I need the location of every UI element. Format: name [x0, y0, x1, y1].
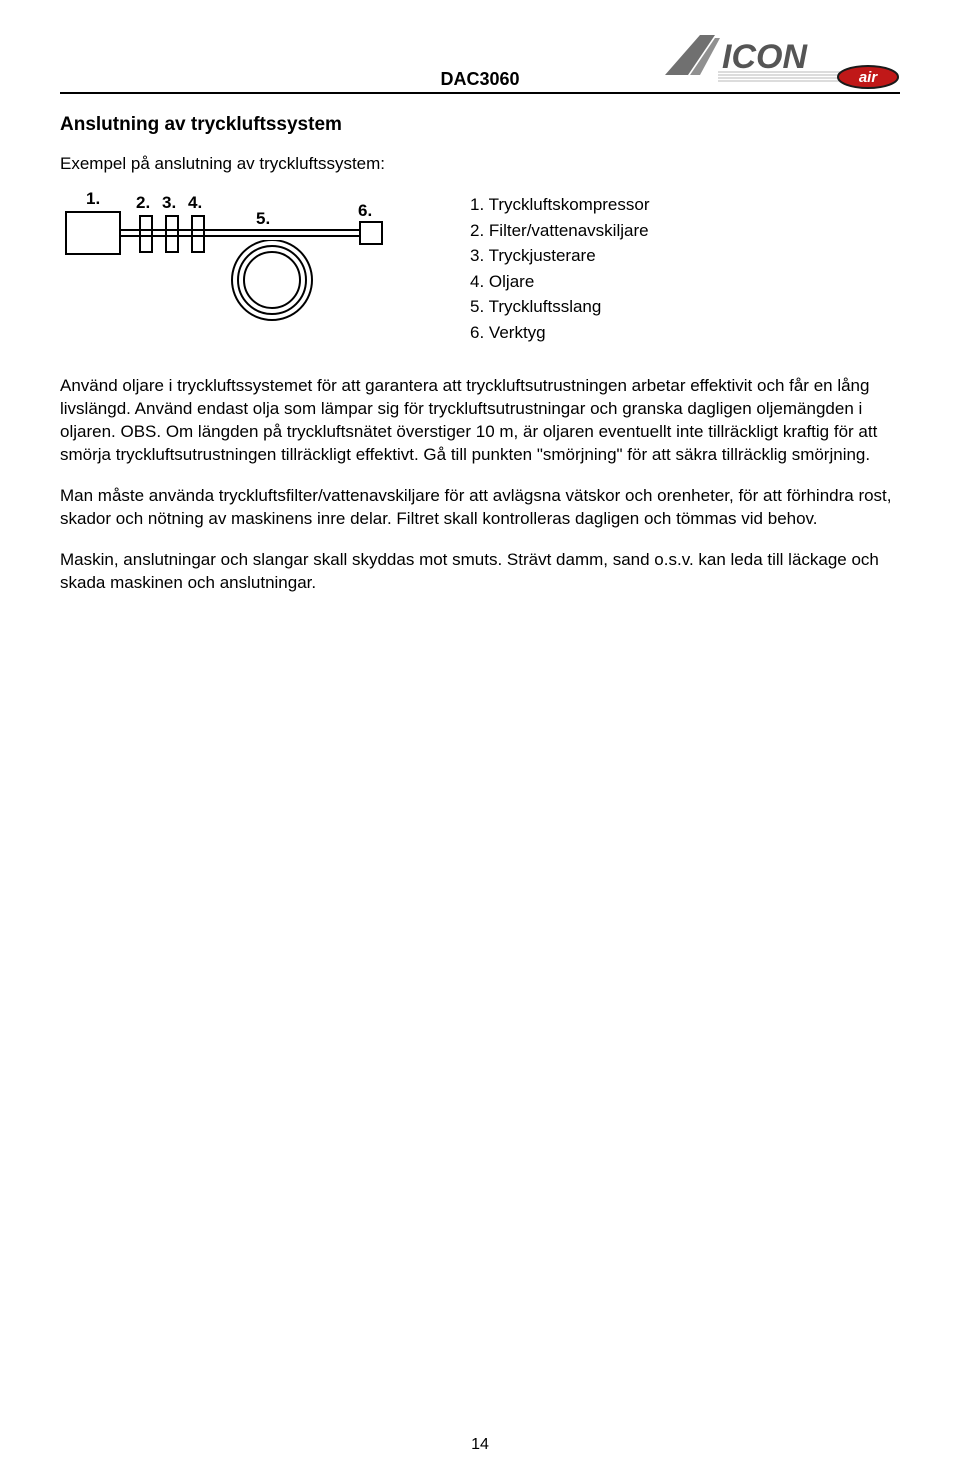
- legend-item: 1. Tryckluftskompressor: [470, 192, 650, 218]
- brand-text-icon: ICON: [722, 38, 808, 76]
- legend-text: Verktyg: [489, 323, 546, 342]
- legend-text: Tryckjusterare: [489, 246, 596, 265]
- diagram-label-6: 6.: [358, 201, 372, 220]
- legend-item: 6. Verktyg: [470, 320, 650, 346]
- legend-text: Tryckluftsslang: [489, 297, 602, 316]
- legend-list: 1. Tryckluftskompressor 2. Filter/vatten…: [470, 188, 650, 345]
- page-header: DAC3060 ICON air: [60, 30, 900, 94]
- legend-num: 3.: [470, 246, 484, 265]
- legend-num: 5.: [470, 297, 484, 316]
- legend-item: 5. Tryckluftsslang: [470, 294, 650, 320]
- legend-num: 2.: [470, 221, 484, 240]
- connection-diagram: 1. 2. 3. 4. 5. 6.: [60, 188, 390, 338]
- doc-code: DAC3060: [340, 69, 620, 90]
- legend-text: Oljare: [489, 272, 534, 291]
- diagram-label-4: 4.: [188, 193, 202, 212]
- diagram-label-2: 2.: [136, 193, 150, 212]
- diagram-row: 1. 2. 3. 4. 5. 6. 1. Tryckluftskompresso…: [60, 188, 900, 345]
- legend-item: 4. Oljare: [470, 269, 650, 295]
- brand-logo: ICON air: [660, 30, 900, 90]
- page-number: 14: [0, 1436, 960, 1454]
- brand-text-air: air: [859, 69, 879, 86]
- diagram-label-1: 1.: [86, 189, 100, 208]
- body-paragraph-3: Maskin, anslutningar och slangar skall s…: [60, 549, 900, 595]
- legend-text: Tryckluftskompressor: [489, 195, 650, 214]
- legend-num: 6.: [470, 323, 484, 342]
- diagram-label-5: 5.: [256, 209, 270, 228]
- diagram-label-3: 3.: [162, 193, 176, 212]
- section-title: Anslutning av tryckluftssystem: [60, 114, 900, 136]
- section-intro: Exempel på anslutning av tryckluftssyste…: [60, 154, 900, 174]
- logo-wrap: ICON air: [620, 30, 900, 90]
- legend-num: 1.: [470, 195, 484, 214]
- body-paragraph-2: Man måste använda tryckluftsfilter/vatte…: [60, 485, 900, 531]
- legend-item: 3. Tryckjusterare: [470, 243, 650, 269]
- legend-text: Filter/vattenavskiljare: [489, 221, 649, 240]
- legend-num: 4.: [470, 272, 484, 291]
- legend-item: 2. Filter/vattenavskiljare: [470, 218, 650, 244]
- body-paragraph-1: Använd oljare i tryckluftssystemet för a…: [60, 375, 900, 467]
